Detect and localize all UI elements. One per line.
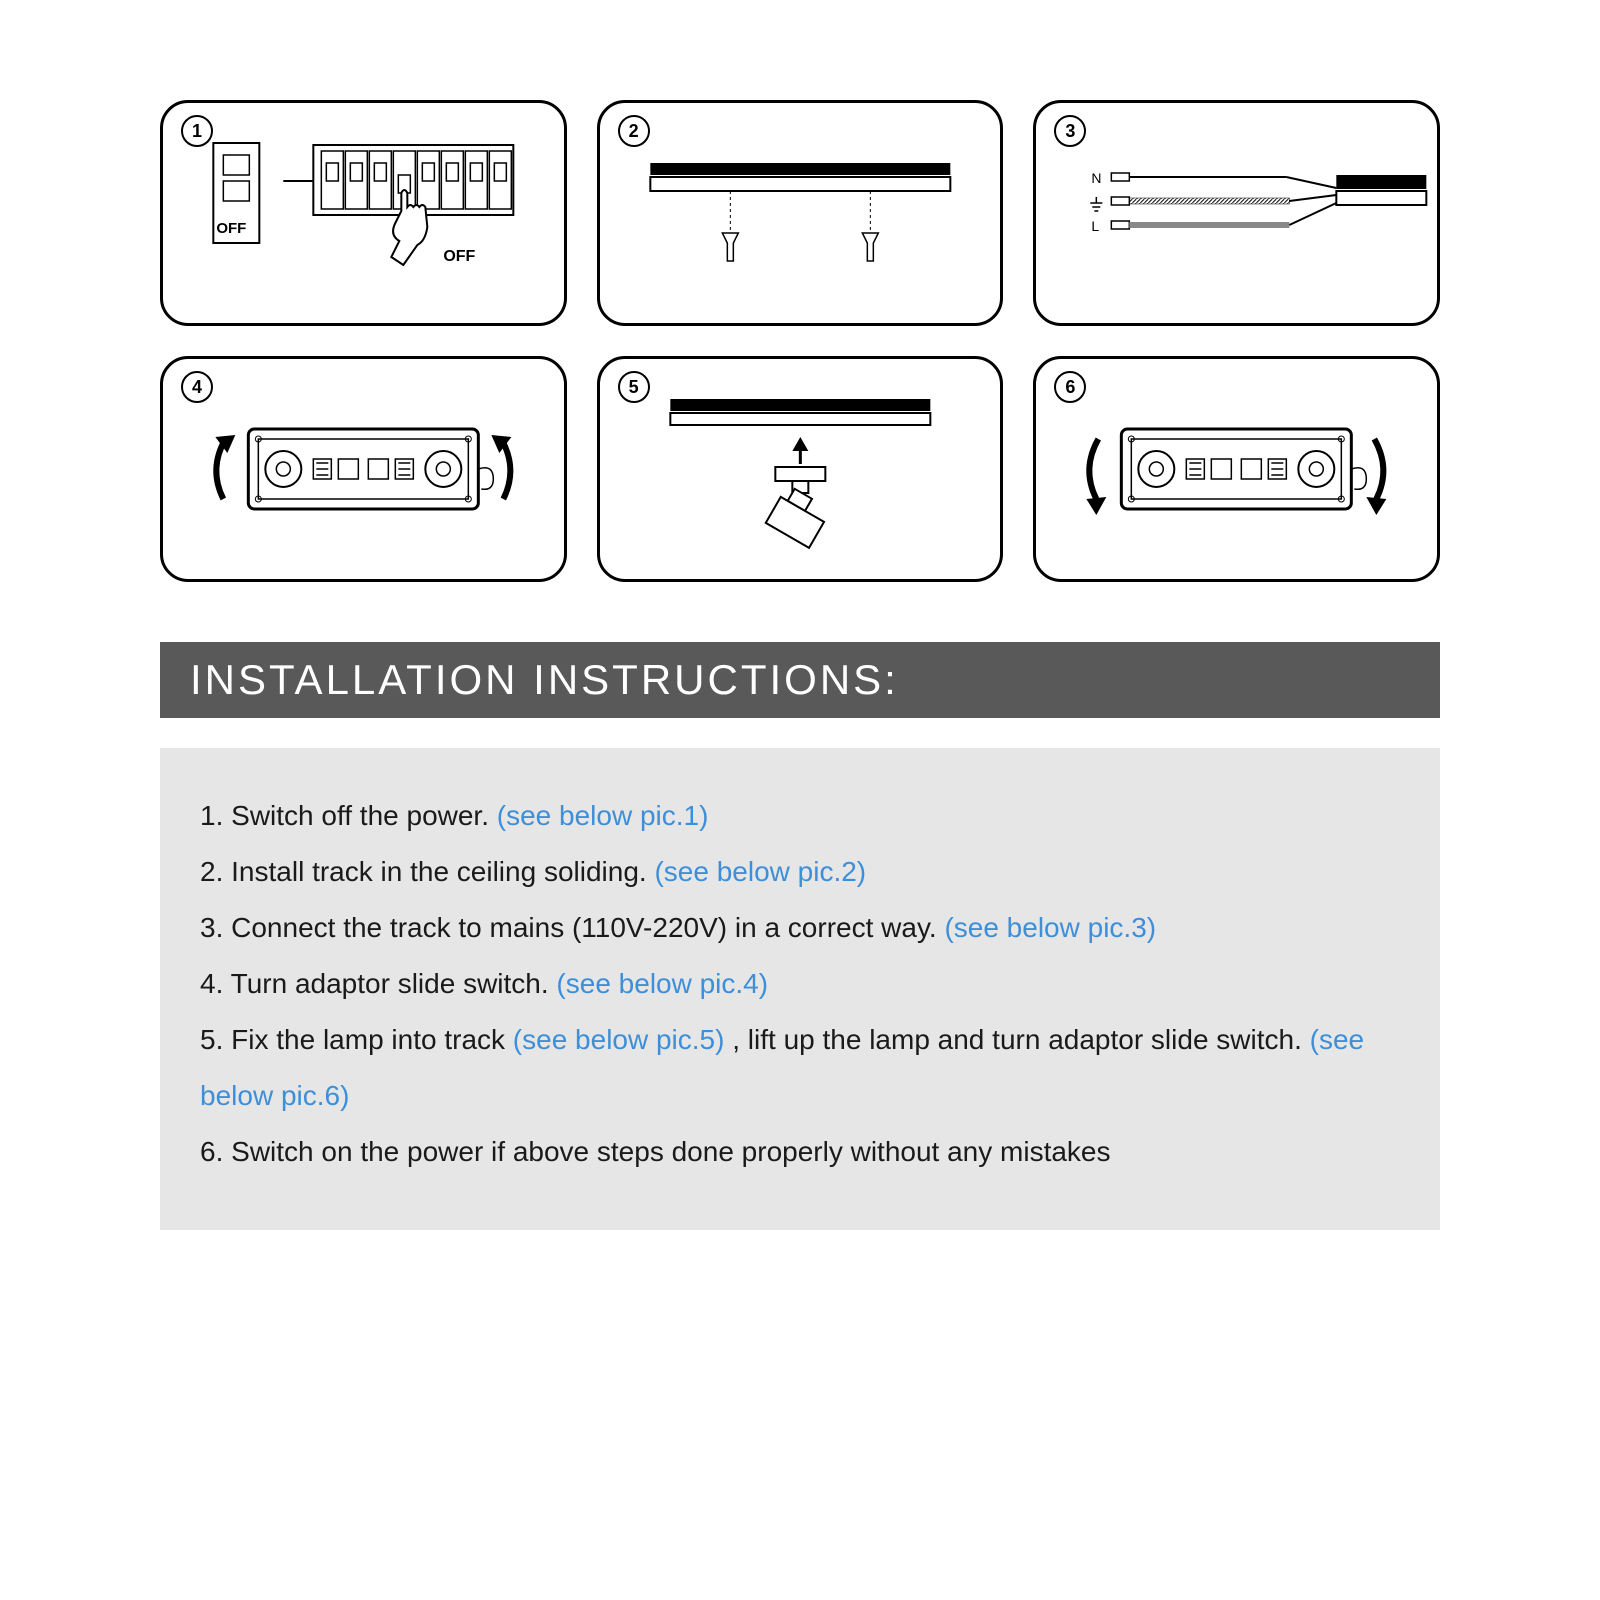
breaker-off-label: OFF: [443, 248, 475, 265]
panel-1: 1 OFF: [160, 100, 567, 326]
panel-4: 4: [160, 356, 567, 582]
panel-3: 3 N L: [1033, 100, 1440, 326]
section-title: INSTALLATION INSTRUCTIONS:: [160, 642, 1440, 718]
step-ref: (see below pic.2): [654, 856, 866, 887]
step-text: Turn adaptor slide switch.: [231, 968, 557, 999]
step-ref: (see below pic.4): [556, 968, 768, 999]
diagram-power-off: OFF OFF: [163, 103, 564, 323]
wire-n-label: N: [1092, 170, 1102, 186]
panel-6: 6: [1033, 356, 1440, 582]
step-text: Connect the track to mains (110V-220V) i…: [231, 912, 944, 943]
step-num: 6.: [200, 1136, 223, 1167]
step-num: 1.: [200, 800, 223, 831]
diagram-mount-track: [600, 103, 1001, 323]
diagram-adaptor-open: [163, 359, 564, 579]
step-line-5: 5. Fix the lamp into track (see below pi…: [200, 1012, 1400, 1124]
instructions-block: 1. Switch off the power. (see below pic.…: [160, 748, 1440, 1230]
step-text: Install track in the ceiling soliding.: [231, 856, 654, 887]
wire-l-label: L: [1092, 218, 1100, 234]
step-line-6: 6. Switch on the power if above steps do…: [200, 1124, 1400, 1180]
diagram-adaptor-lock: [1036, 359, 1437, 579]
step-line-3: 3. Connect the track to mains (110V-220V…: [200, 900, 1400, 956]
step-ref: (see below pic.1): [497, 800, 709, 831]
step-ref: (see below pic.3): [944, 912, 1156, 943]
step-line-1: 1. Switch off the power. (see below pic.…: [200, 788, 1400, 844]
step-num: 4.: [200, 968, 223, 999]
diagram-grid: 1 OFF: [160, 100, 1440, 582]
step-text: Switch off the power.: [231, 800, 497, 831]
switch-off-label: OFF: [216, 220, 246, 237]
step-text: Switch on the power if above steps done …: [231, 1136, 1110, 1167]
step-num: 3.: [200, 912, 223, 943]
diagram-insert-lamp: [600, 359, 1001, 579]
step-line-2: 2. Install track in the ceiling soliding…: [200, 844, 1400, 900]
step-num: 2.: [200, 856, 223, 887]
step-text2: , lift up the lamp and turn adaptor slid…: [724, 1024, 1309, 1055]
instruction-sheet: 1 OFF: [160, 0, 1440, 1230]
step-ref: (see below pic.5): [513, 1024, 725, 1055]
step-line-4: 4. Turn adaptor slide switch. (see below…: [200, 956, 1400, 1012]
step-num: 5.: [200, 1024, 223, 1055]
panel-2: 2: [597, 100, 1004, 326]
step-text: Fix the lamp into track: [231, 1024, 513, 1055]
panel-5: 5: [597, 356, 1004, 582]
diagram-wiring: N L: [1036, 103, 1437, 323]
